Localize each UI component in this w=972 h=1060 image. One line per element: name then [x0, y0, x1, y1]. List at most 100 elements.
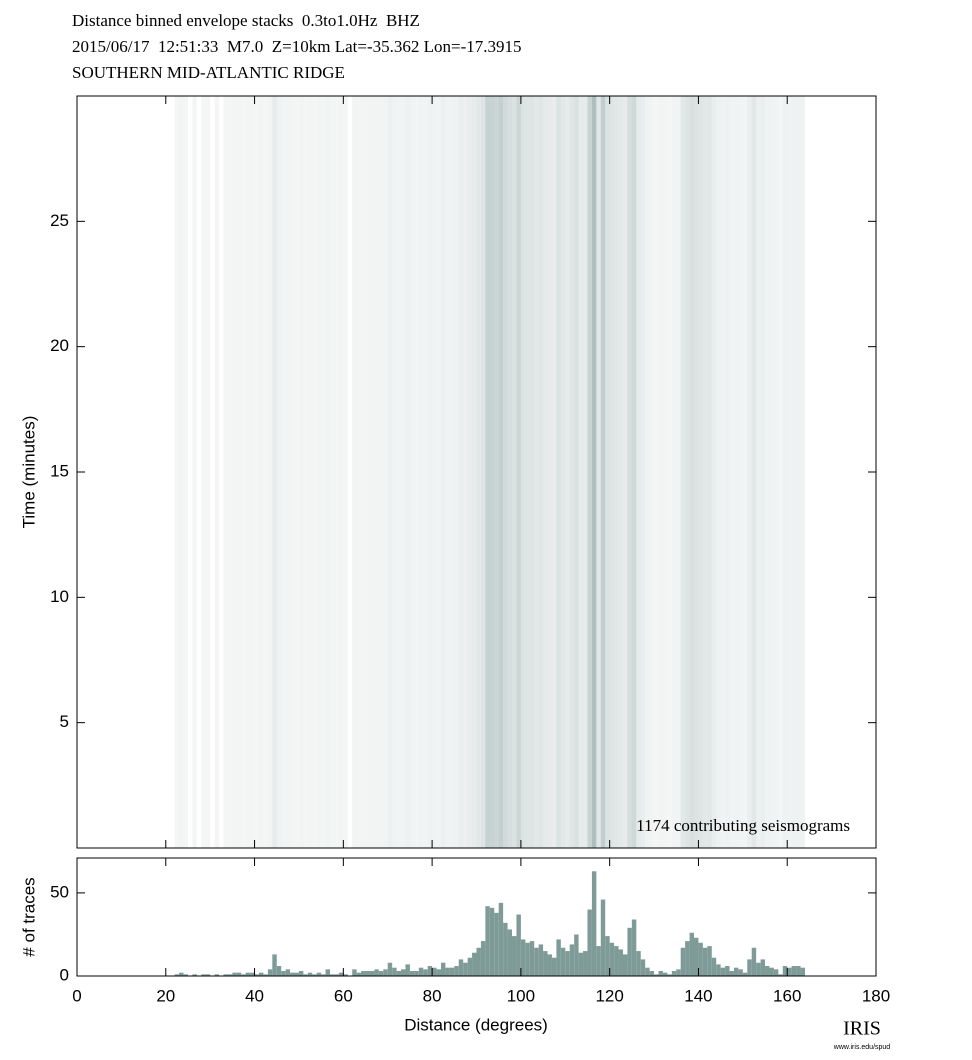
trace-column — [569, 96, 575, 848]
bar — [330, 974, 335, 976]
y-tick-label: 25 — [50, 211, 69, 230]
trace-column — [245, 96, 251, 848]
bar — [605, 936, 610, 976]
bar — [432, 967, 437, 976]
bar — [383, 969, 388, 976]
trace-column — [272, 96, 277, 848]
bar — [445, 967, 450, 976]
bar — [791, 966, 797, 976]
y-tick-label: 15 — [50, 461, 69, 480]
bar — [782, 966, 788, 976]
trace-column — [192, 96, 197, 848]
trace-column — [250, 96, 255, 848]
trace-column — [676, 96, 681, 848]
bar — [662, 972, 668, 976]
trace-column — [281, 96, 286, 848]
bar — [707, 946, 712, 976]
trace-column — [183, 96, 188, 848]
bar — [578, 952, 584, 976]
trace-column — [640, 96, 646, 848]
bar — [454, 966, 459, 976]
bar — [361, 971, 366, 976]
bar — [765, 966, 770, 976]
trace-column — [512, 96, 517, 848]
bar — [525, 942, 530, 976]
bar — [711, 957, 717, 976]
bar — [290, 972, 295, 976]
x-tick-label: 80 — [423, 986, 442, 1005]
trace-column — [485, 96, 490, 848]
trace-column — [330, 96, 335, 848]
trace-column — [787, 96, 792, 848]
histogram-panel: 0 50 0 20 40 60 80 100 120 140 160 180 — [50, 858, 890, 1005]
x-tick-label: 160 — [773, 986, 801, 1005]
bar — [396, 971, 402, 976]
trace-column — [622, 96, 628, 848]
bar — [214, 974, 220, 976]
bar — [325, 969, 331, 976]
bar — [631, 919, 637, 976]
heatmap-panel: 5 10 15 20 25 — [50, 96, 877, 848]
bar — [183, 974, 188, 976]
trace-column — [401, 96, 406, 848]
x-axis-title: Distance (degrees) — [404, 1015, 548, 1034]
bar — [694, 937, 699, 976]
trace-column — [765, 96, 770, 848]
bar — [414, 971, 419, 976]
bar — [485, 906, 490, 976]
trace-column — [263, 96, 268, 848]
trace-column — [312, 96, 317, 848]
bar — [334, 974, 339, 976]
trace-column — [298, 96, 304, 848]
trace-column — [387, 96, 393, 848]
trace-column — [747, 96, 752, 848]
bar — [800, 967, 805, 976]
trace-column — [396, 96, 402, 848]
trace-column — [729, 96, 734, 848]
trace-column — [800, 96, 805, 848]
trace-column — [365, 96, 370, 848]
trace-column — [671, 96, 677, 848]
bar — [671, 971, 677, 976]
x-tick-label: 180 — [862, 986, 890, 1005]
trace-column — [760, 96, 766, 848]
bar — [596, 946, 601, 976]
trace-column — [214, 96, 220, 848]
y-axis-title: # of traces — [19, 877, 38, 956]
trace-column — [432, 96, 437, 848]
bar — [751, 947, 757, 976]
bar — [636, 951, 641, 976]
bar — [547, 954, 552, 976]
bar — [587, 909, 592, 976]
bar — [538, 944, 544, 976]
bar — [680, 947, 686, 976]
bar — [316, 972, 322, 976]
trace-column — [618, 96, 623, 848]
trace-column — [276, 96, 282, 848]
plot-frame — [76, 95, 877, 849]
trace-column — [258, 96, 264, 848]
bar — [574, 934, 579, 976]
trace-column — [307, 96, 313, 848]
bar — [401, 969, 406, 976]
y-tick-label: 10 — [50, 587, 69, 606]
bar — [258, 972, 264, 976]
trace-column — [369, 96, 375, 848]
bar — [738, 969, 743, 976]
trace-column — [507, 96, 513, 848]
trace-column — [201, 96, 206, 848]
bar — [689, 932, 695, 976]
trace-column — [520, 96, 526, 848]
trace-column — [232, 96, 237, 848]
trace-column — [236, 96, 242, 848]
trace-column — [472, 96, 477, 848]
trace-column — [556, 96, 561, 848]
trace-column — [409, 96, 415, 848]
bar — [223, 974, 228, 976]
bar — [494, 912, 499, 976]
bar — [374, 969, 379, 976]
trace-column — [205, 96, 211, 848]
trace-column — [378, 96, 384, 848]
trace-column — [600, 96, 606, 848]
bar — [281, 971, 286, 976]
